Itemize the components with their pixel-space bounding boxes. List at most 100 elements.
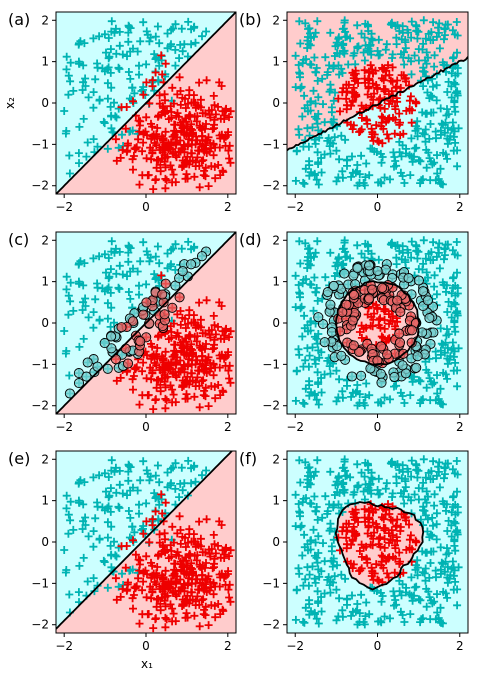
data-point (151, 68, 160, 77)
data-point (161, 383, 170, 392)
data-point (422, 487, 431, 496)
data-point (348, 96, 357, 105)
data-point (312, 395, 321, 404)
data-point (204, 621, 213, 630)
data-point (430, 51, 439, 60)
data-point (221, 106, 230, 115)
data-point (449, 571, 458, 580)
data-point (156, 380, 165, 389)
data-point (89, 542, 98, 551)
data-point (353, 401, 362, 410)
data-point (139, 522, 148, 530)
data-point (436, 603, 445, 612)
data-point (111, 135, 120, 144)
data-point (208, 345, 217, 354)
data-point (376, 533, 385, 542)
data-point (360, 472, 369, 481)
data-point (419, 478, 428, 487)
data-point (91, 75, 100, 84)
data-point (100, 469, 109, 478)
data-point (390, 601, 398, 610)
support-vector (417, 286, 429, 297)
data-point (452, 238, 461, 246)
support-vector (412, 351, 423, 362)
data-point (327, 108, 336, 117)
axis-ticks: −2 0 2 −2 −1 0 1 2 (31, 452, 231, 653)
data-point (418, 395, 427, 404)
support-vector (106, 331, 117, 342)
data-point (365, 480, 374, 489)
data-point (447, 532, 456, 541)
data-point (439, 559, 447, 568)
data-point (445, 574, 454, 583)
data-point (306, 97, 315, 106)
data-point (447, 564, 456, 573)
data-point (388, 493, 397, 501)
support-vector (389, 371, 400, 383)
data-point (126, 47, 135, 56)
class-b-points (334, 61, 421, 148)
data-point (382, 479, 391, 488)
data-point (445, 355, 454, 364)
data-point (447, 82, 456, 91)
data-point (432, 96, 441, 105)
data-point (201, 611, 210, 620)
data-point (106, 484, 115, 493)
data-point (438, 58, 447, 67)
data-point (300, 311, 309, 320)
data-point (406, 92, 415, 101)
data-point (399, 129, 408, 138)
data-point (152, 53, 161, 62)
data-point (150, 359, 159, 367)
data-point (184, 456, 193, 465)
support-vector (157, 289, 168, 300)
data-point (454, 124, 463, 133)
panel-label: (a) (8, 10, 30, 29)
data-point (404, 248, 413, 257)
data-point (304, 546, 312, 555)
data-point (378, 63, 387, 72)
data-point (435, 483, 444, 492)
data-point (65, 151, 74, 160)
data-point (357, 151, 366, 160)
class-b-points (111, 51, 235, 194)
data-point (198, 548, 207, 557)
data-point (118, 130, 126, 139)
support-vectors (313, 259, 442, 388)
data-point (202, 369, 211, 377)
data-point (306, 536, 315, 545)
data-point (169, 99, 178, 108)
data-point (314, 180, 323, 189)
data-point (103, 314, 112, 323)
data-point (169, 244, 177, 253)
data-point (448, 118, 457, 127)
data-point (434, 28, 443, 37)
data-point (401, 74, 410, 83)
data-point (349, 560, 358, 569)
data-point (421, 137, 430, 146)
data-point (184, 237, 193, 246)
support-vector (348, 340, 359, 351)
data-point (310, 391, 319, 400)
data-point (176, 526, 185, 534)
data-point (95, 534, 104, 543)
data-point (143, 570, 151, 579)
data-point (126, 267, 135, 276)
data-point (61, 129, 70, 138)
data-point (341, 253, 350, 261)
data-point (348, 535, 357, 544)
data-point (66, 58, 75, 67)
data-point (406, 391, 415, 400)
data-point (187, 464, 196, 473)
data-point (193, 373, 202, 382)
data-point (435, 239, 444, 248)
data-point (363, 555, 371, 564)
data-point (142, 78, 151, 87)
data-point (376, 542, 385, 551)
data-point (436, 350, 445, 359)
data-point (142, 247, 151, 256)
support-vector (336, 350, 347, 361)
data-point (451, 138, 460, 147)
x-tick-label: 2 (224, 420, 232, 434)
support-vector (347, 315, 358, 326)
